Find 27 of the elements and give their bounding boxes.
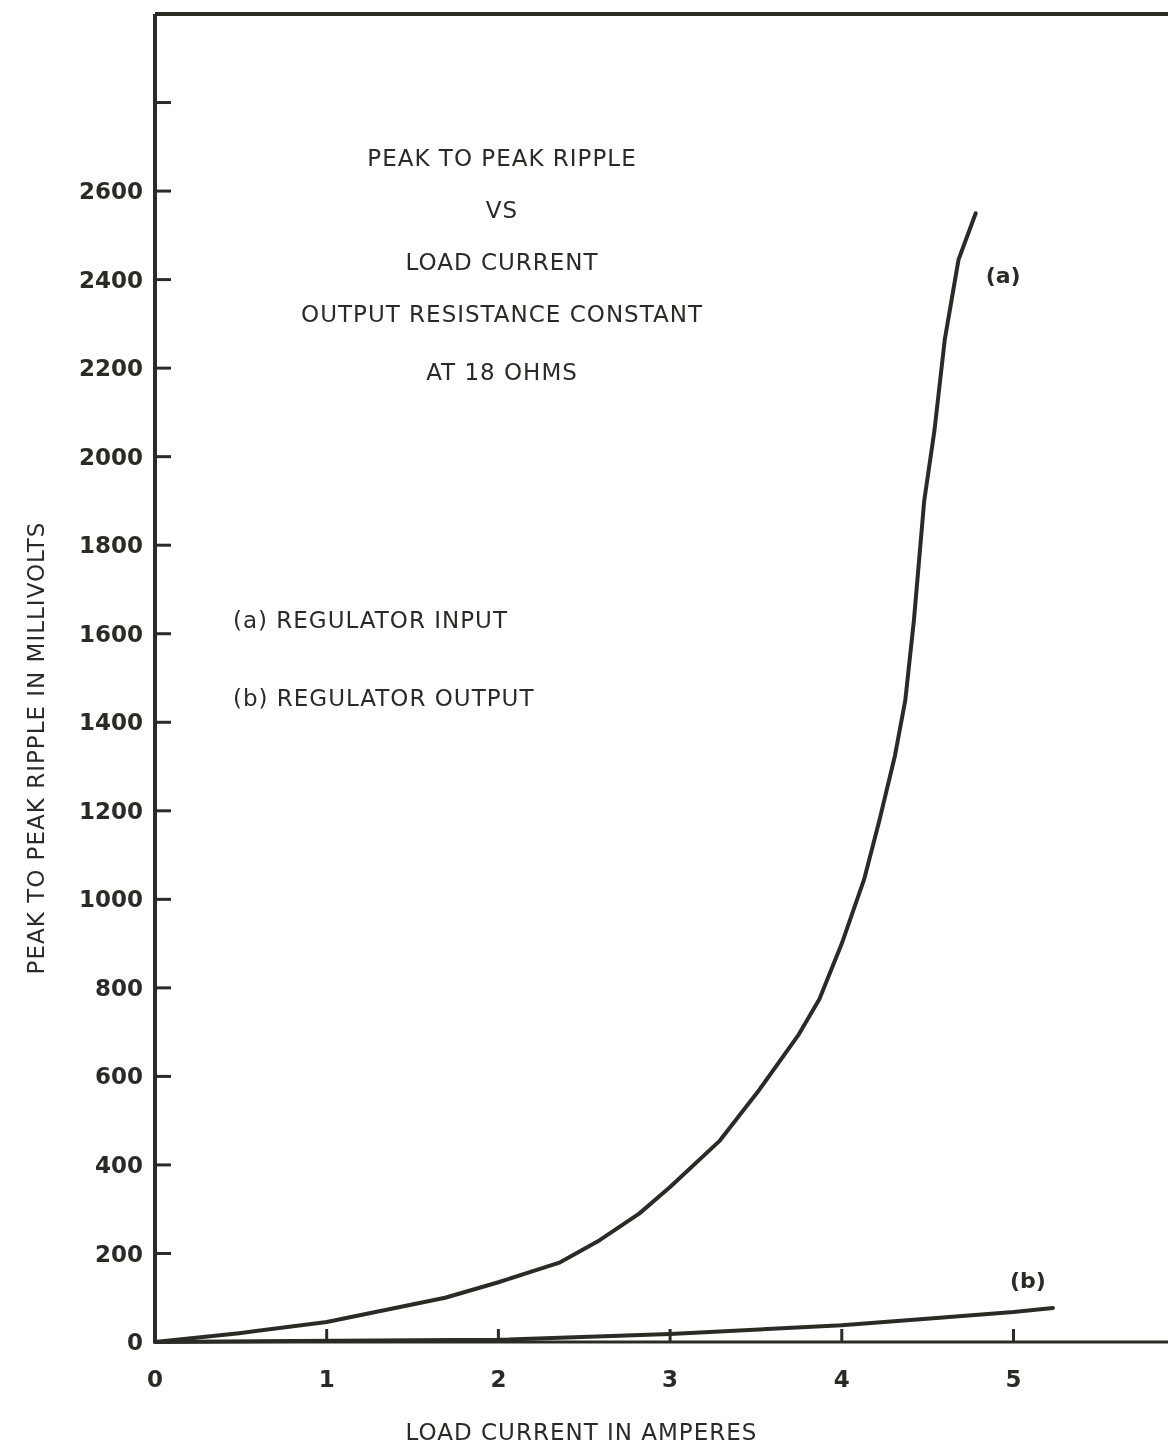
x-tick-label: 2 [490, 1366, 507, 1392]
y-axis-title: PEAK TO PEAK RIPPLE IN MILLIVOLTS [23, 521, 49, 975]
y-tick-label: 2400 [78, 266, 143, 293]
x-tick-label: 5 [1005, 1366, 1022, 1392]
series-label: (b) [1010, 1267, 1046, 1293]
y-tick-label: 2000 [78, 443, 143, 470]
annotation: (a) REGULATOR INPUT [233, 607, 508, 633]
y-tick-label: 800 [94, 974, 143, 1001]
y-tick-label: 2600 [78, 178, 143, 205]
y-tick-label: 600 [94, 1063, 143, 1090]
y-tick-label: 1600 [78, 620, 143, 647]
y-tick-label: 1200 [78, 797, 143, 824]
chart-title: PEAK TO PEAK RIPPLE VS LOAD CURRENT OUTPUT RESISTANCE CONSTANT AT 18 OHMS [301, 145, 703, 385]
y-tick-label: 1400 [78, 709, 143, 736]
y-tick-label: 2200 [78, 355, 143, 382]
x-tick-label: 4 [833, 1366, 850, 1392]
y-tick-label: 200 [94, 1240, 143, 1267]
y-tick-label: 1800 [78, 532, 143, 559]
y-tick-label: 1000 [78, 886, 143, 913]
y-tick-label: 0 [126, 1329, 143, 1356]
y-tick-label: 400 [94, 1151, 143, 1178]
series-label: (a) [985, 263, 1021, 289]
annotation: (b) REGULATOR OUTPUT [233, 685, 535, 711]
x-tick-label: 0 [146, 1366, 164, 1392]
x-axis-title: LOAD CURRENT IN AMPERES [405, 1419, 758, 1445]
x-tick-label: 1 [318, 1366, 335, 1392]
x-tick-label: 3 [662, 1366, 679, 1392]
